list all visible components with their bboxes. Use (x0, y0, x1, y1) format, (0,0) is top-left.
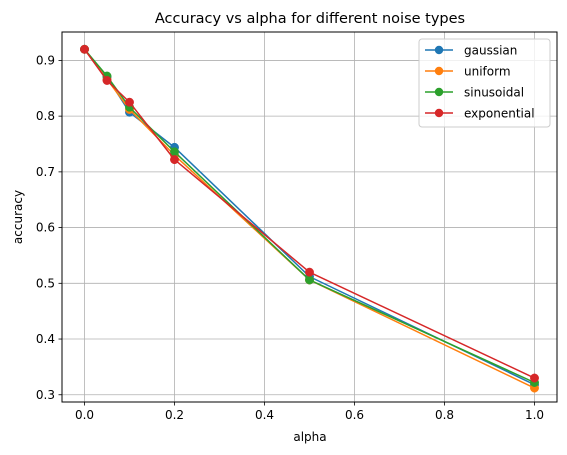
y-tick-label: 0.7 (36, 165, 55, 179)
x-tick-label: 0.4 (255, 408, 274, 422)
axis-ticks: 0.0 0.2 0.4 0.6 0.8 1.0 0.3 0.4 0.5 0.6 0.7 0.8 0.9 (36, 53, 544, 422)
series-exponential (80, 44, 539, 383)
x-tick-label: 0.2 (165, 408, 184, 422)
x-tick-label: 0.8 (435, 408, 454, 422)
y-tick-label: 0.9 (36, 53, 55, 67)
x-tick-label: 0.6 (345, 408, 364, 422)
y-tick-label: 0.6 (36, 221, 55, 235)
legend-items: gaussian uniform sinusoidal exponential (425, 44, 535, 121)
legend-label: exponential (464, 107, 535, 121)
series-line-exponential (83, 48, 535, 379)
legend-item-sinusoidal: sinusoidal (425, 86, 524, 100)
legend-item-exponential: exponential (425, 107, 535, 121)
legend-item-uniform: uniform (425, 65, 511, 79)
plot-area-frame (61, 31, 558, 403)
x-tick-label: 0.0 (75, 408, 94, 422)
data-point (530, 373, 539, 383)
y-axis-label: accuracy (11, 190, 25, 244)
data-point (102, 76, 112, 85)
data-point (80, 44, 89, 54)
data-point (170, 155, 179, 165)
y-tick-label: 0.3 (36, 388, 55, 402)
x-tick-label: 1.0 (525, 408, 544, 422)
legend: gaussian uniform sinusoidal exponential (418, 38, 551, 128)
chart-title: Accuracy vs alpha for different noise ty… (155, 11, 465, 27)
legend-label: sinusoidal (464, 86, 524, 100)
y-tick-label: 0.5 (36, 276, 55, 290)
data-point (125, 97, 134, 107)
legend-label: uniform (464, 65, 511, 79)
legend-item-gaussian: gaussian (425, 44, 517, 58)
grid (62, 32, 557, 402)
series-line-sinusoidal (83, 48, 535, 384)
data-point (305, 275, 314, 285)
legend-label: gaussian (464, 44, 517, 58)
y-tick-label: 0.8 (36, 109, 55, 123)
x-axis-label: alpha (293, 430, 326, 444)
legend-marker (434, 108, 444, 118)
legend-box (418, 38, 551, 128)
legend-marker (434, 66, 444, 76)
legend-marker (434, 87, 444, 97)
legend-marker (434, 45, 444, 55)
series-layer (80, 44, 539, 393)
y-tick-label: 0.4 (36, 332, 55, 346)
data-point (305, 267, 314, 277)
